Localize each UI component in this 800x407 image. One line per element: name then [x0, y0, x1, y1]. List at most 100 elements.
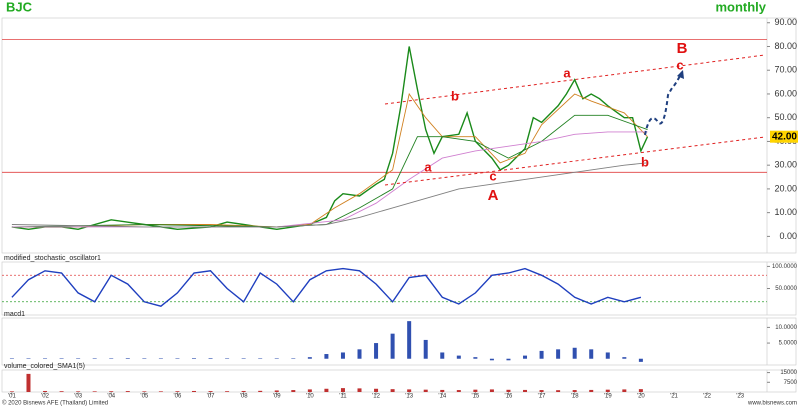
wave-label: c [489, 168, 496, 183]
bar [423, 339, 428, 359]
bar [357, 388, 362, 392]
x-tick-label: '16 [505, 394, 513, 400]
panel-frame [1, 261, 797, 316]
x-tick-label: '01 [8, 394, 16, 400]
panel-frame [1, 317, 797, 366]
bar [43, 390, 48, 392]
footer-right: www.bisnews.com [747, 401, 797, 407]
x-tick-label: '20 [637, 394, 645, 400]
bar [374, 343, 379, 359]
bar [589, 389, 594, 392]
panel-title: macd1 [4, 311, 25, 318]
x-tick-label: '11 [339, 394, 347, 400]
bar [59, 391, 64, 392]
x-tick-label: '13 [405, 394, 413, 400]
x-tick-label: '05 [140, 394, 148, 400]
bar [324, 354, 329, 359]
bar [407, 321, 412, 359]
bar [26, 373, 31, 392]
bar [572, 390, 577, 392]
x-tick-label: '18 [571, 394, 579, 400]
wave-label: a [424, 159, 432, 174]
channel-upper [384, 54, 766, 105]
bar [638, 389, 643, 392]
y-tick-label: 15000 [780, 370, 797, 376]
bar [92, 358, 97, 359]
series-line [11, 46, 649, 231]
bar [258, 358, 263, 359]
x-tick-label: '02 [41, 394, 49, 400]
x-tick-label: '22 [703, 394, 711, 400]
panel-title: modified_stochastic_oscillator1 [4, 255, 101, 262]
bar [208, 391, 213, 392]
bar [76, 358, 81, 359]
bar [523, 355, 528, 359]
wave-label: c [676, 57, 683, 72]
bar [225, 358, 230, 359]
bar [390, 389, 395, 392]
bar [340, 388, 345, 392]
bar [26, 358, 31, 359]
chart-title: BJC [6, 0, 33, 14]
x-tick-label: '08 [240, 394, 248, 400]
bar [291, 358, 296, 359]
bar [142, 358, 147, 359]
bar [489, 389, 494, 392]
y-tick-label: 7500 [784, 380, 798, 386]
bar [191, 390, 196, 392]
bar [274, 390, 279, 392]
bar [324, 388, 329, 392]
y-tick-label: 50.0000 [775, 286, 797, 292]
bar [158, 391, 163, 392]
y-tick-label: 80.00 [774, 41, 797, 51]
x-tick-label: '10 [306, 394, 314, 400]
x-tick-label: '04 [107, 394, 115, 400]
bar [59, 358, 64, 359]
wave-label: B [677, 40, 688, 57]
x-tick-label: '07 [207, 394, 215, 400]
panel-title: volume_colored_SMA1(5) [4, 363, 85, 370]
bar [440, 352, 445, 359]
bar [456, 355, 461, 359]
x-tick-label: '06 [174, 394, 182, 400]
bar [241, 390, 246, 392]
bar [357, 349, 362, 359]
bar [374, 388, 379, 392]
bar [274, 358, 279, 359]
bar [572, 347, 577, 359]
last-price-box [770, 130, 798, 143]
x-tick-label: '12 [372, 394, 380, 400]
series-line [11, 92, 648, 228]
bar [291, 390, 296, 392]
bar [175, 358, 180, 359]
bar [556, 349, 561, 359]
chart-subtitle: monthly [715, 0, 766, 14]
series-line [11, 267, 642, 307]
bar [125, 391, 130, 392]
bar [241, 358, 246, 359]
wave-label: b [641, 154, 649, 169]
bar [191, 358, 196, 359]
wave-label: A [488, 187, 499, 204]
bar [9, 358, 14, 359]
bar [125, 358, 130, 359]
x-tick-label: '15 [471, 394, 479, 400]
y-tick-label: 5.0000 [779, 341, 798, 347]
bar [622, 389, 627, 392]
bar [43, 358, 48, 359]
bar [556, 390, 561, 392]
bar [589, 349, 594, 359]
bar [390, 333, 395, 359]
projection-arrow [644, 71, 683, 136]
series-line [11, 162, 648, 228]
bar [638, 358, 643, 362]
x-tick-label: '19 [604, 394, 612, 400]
bar [158, 358, 163, 359]
bar [225, 391, 230, 392]
bar [109, 391, 114, 392]
last-price-label: 42.00 [772, 131, 797, 142]
x-tick-label: '17 [538, 394, 546, 400]
wave-label: a [563, 65, 571, 80]
panel-frame [1, 369, 797, 393]
